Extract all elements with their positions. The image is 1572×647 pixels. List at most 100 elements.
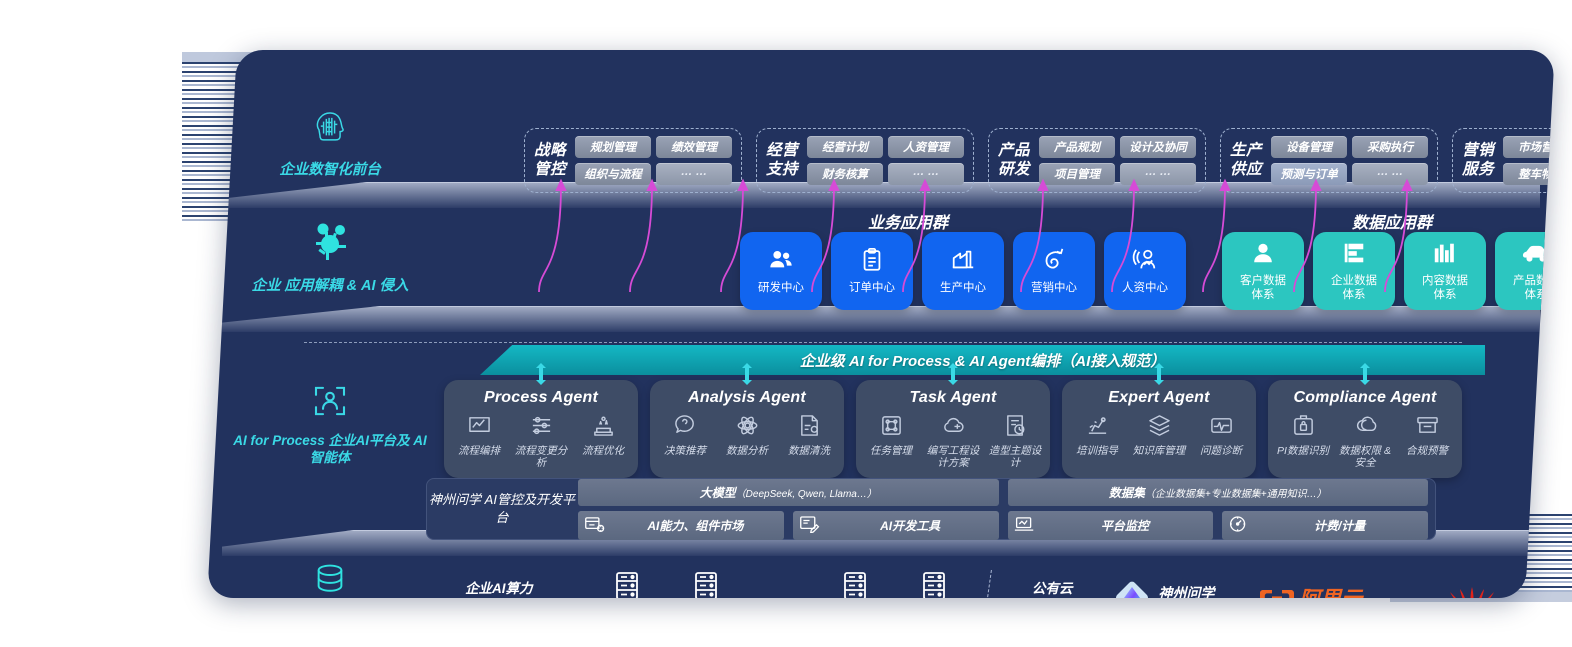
enterprise-compute-label: 企业AI算力或AI一体机 [465, 581, 533, 597]
domain-chip[interactable]: 组织与流程 [575, 163, 652, 185]
agent-function[interactable]: 数据权限 & 安全 [1336, 414, 1394, 469]
app-card[interactable]: 企业数据 体系 [1313, 232, 1395, 310]
domain-chip[interactable]: 预测与订单 [1271, 163, 1348, 185]
domain-chip[interactable]: … … [1120, 163, 1197, 185]
agent-function[interactable]: 任务管理 [862, 414, 920, 457]
agent-function[interactable]: 知识库管理 [1130, 414, 1188, 457]
public-cloud-label: 公有云算力 [1032, 581, 1073, 597]
ai-dev-tool-label: AI开发工具 [880, 518, 941, 533]
domain-chip-grid: 产品规划 设计及协同 项目管理… … [1039, 136, 1197, 185]
dataset-label: 数据集 [1108, 485, 1145, 500]
infra-node[interactable]: 数据中心 [666, 571, 745, 598]
business-app-group-heading: 业务应用群 [868, 215, 949, 232]
agent-function[interactable]: 数据清洗 [780, 414, 838, 457]
factory-icon [950, 247, 976, 277]
orchestration-banner: 企业级 AI for Process & AI Agent编排（AI接入规范） [480, 345, 1485, 375]
bidirectional-arrow-icon [944, 363, 962, 390]
platform-left-column: 大模型（DeepSeek, Qwen, Llama…） AI能力、组件市场 [578, 478, 999, 540]
domain-chip[interactable]: 设备管理 [1271, 136, 1348, 158]
vertical-divider [983, 570, 993, 598]
domain-chip[interactable]: 财务核算 [807, 163, 884, 185]
target-icon [1041, 247, 1067, 277]
huawei-logo[interactable]: HUAWEI [1418, 576, 1526, 598]
aliyun-logo[interactable]: 阿里云 [1260, 583, 1418, 598]
shenzhou-logo-text: 神州问学Smart Vision [1158, 585, 1221, 598]
app-card[interactable]: 营销中心 [1013, 232, 1095, 310]
domain-chip[interactable]: 绩效管理 [656, 136, 733, 158]
domain-chip[interactable]: 采购执行 [1352, 136, 1429, 158]
brain-head-icon [232, 106, 428, 155]
agent-card[interactable]: Task Agent 任务管理 编写工程设计方案 造型主题设计 [856, 363, 1050, 479]
molecule-icon [232, 218, 428, 271]
agent-function-label: 造型主题设计 [988, 445, 1042, 470]
domain-chip[interactable]: 项目管理 [1039, 163, 1116, 185]
app-card-label: 生产中心 [940, 282, 986, 294]
domain-chip[interactable]: 设计及协同 [1120, 136, 1197, 158]
domain-chip[interactable]: 人资管理 [888, 136, 965, 158]
agent-function-label: 数据权限 & 安全 [1339, 445, 1391, 470]
app-card[interactable]: 订单中心 [831, 232, 913, 310]
app-card[interactable]: 内容数据 体系 [1404, 232, 1486, 310]
domain-chip[interactable]: 整车物流 [1503, 163, 1555, 185]
agent-function-label: 合规预警 [1406, 445, 1448, 458]
agent-function[interactable]: 流程编排 [450, 414, 508, 457]
shenzhou-logo[interactable]: 神州问学Smart Vision [1112, 578, 1260, 598]
agent-function[interactable]: 流程变更分析 [512, 414, 570, 469]
app-card-label: 营销中心 [1031, 282, 1077, 294]
agent-function[interactable]: PI数据识别 [1274, 414, 1332, 457]
large-model-label: 大模型 [699, 485, 736, 500]
domain-chip[interactable]: 经营计划 [807, 136, 884, 158]
app-card[interactable]: 生产中心 [922, 232, 1004, 310]
ai-capability-market-cell[interactable]: AI能力、组件市场 [578, 510, 784, 540]
diagnose-icon [1192, 414, 1250, 440]
app-card-label: 订单中心 [849, 282, 895, 294]
agent-card[interactable]: Compliance Agent PI数据识别 数据权限 & 安全 合规预警 [1268, 363, 1462, 479]
dataset-bar[interactable]: 数据集（企业数据集+专业数据集+通用知识…） [1007, 478, 1428, 506]
agent-function-label: 决策推荐 [664, 445, 706, 458]
bidirectional-arrow-icon [532, 363, 550, 390]
app-card[interactable]: 研发中心 [740, 232, 822, 310]
billing-metering-cell[interactable]: 计费/计量 [1222, 510, 1428, 540]
infra-node[interactable]: AI一体机 [816, 571, 895, 598]
agent-function[interactable]: 决策推荐 [656, 414, 714, 457]
platform-right-column: 数据集（企业数据集+专业数据集+通用知识…） 平台监控 [1007, 478, 1428, 540]
agent-card[interactable]: Process Agent 流程编排 流程变更分析 流程优化 [444, 363, 638, 479]
platform-monitor-cell[interactable]: 平台监控 [1007, 510, 1214, 540]
infra-node[interactable]: AI一体机 [895, 571, 974, 598]
domain-chip[interactable]: … … [1352, 163, 1429, 185]
agent-card[interactable]: Expert Agent 培训指导 知识库管理 问题诊断 [1062, 363, 1256, 479]
separator-dashed-line [304, 342, 1462, 343]
agent-function[interactable]: 流程优化 [574, 414, 632, 457]
rail-label: 企业数智化前台 [279, 162, 381, 178]
app-card[interactable]: 客户数据 体系 [1222, 232, 1304, 310]
app-card-label: 企业数据 体系 [1331, 275, 1377, 301]
domain-chip[interactable]: 市场营销 [1503, 136, 1555, 158]
rail-compute: AI基础算力 [232, 558, 428, 598]
app-card[interactable]: 产品数据 体系 [1495, 232, 1555, 310]
agent-name: Task Agent [909, 389, 997, 406]
agent-function[interactable]: 数据分析 [718, 414, 776, 457]
domain-chip[interactable]: … … [888, 163, 965, 185]
infra-node[interactable]: 数据中心 [587, 571, 666, 598]
app-card[interactable]: 人资中心 [1104, 232, 1186, 310]
large-model-bar[interactable]: 大模型（DeepSeek, Qwen, Llama…） [578, 478, 999, 506]
domain-chip[interactable]: 规划管理 [575, 136, 652, 158]
app-card-label: 内容数据 体系 [1422, 275, 1468, 301]
bulb-chat-icon [656, 414, 714, 440]
agent-function[interactable]: 问题诊断 [1192, 414, 1250, 457]
agent-function[interactable]: 造型主题设计 [986, 414, 1044, 469]
agent-function[interactable]: 合规预警 [1398, 414, 1456, 457]
agent-function[interactable]: 编写工程设计方案 [924, 414, 982, 469]
domain-chip[interactable]: 产品规划 [1039, 136, 1116, 158]
market-icon [584, 515, 605, 536]
domain-group: 生产 供应 设备管理 采购执行 预测与订单… … [1220, 128, 1439, 193]
agent-function-label: 数据清洗 [788, 445, 830, 458]
ai-dev-tool-cell[interactable]: AI开发工具 [792, 510, 999, 540]
agent-card[interactable]: Analysis Agent 决策推荐 数据分析 数据清洗 [650, 363, 844, 479]
train-icon [1068, 414, 1126, 440]
domain-chip[interactable]: … … [656, 163, 733, 185]
domain-group-title: 战略 管控 [534, 141, 567, 178]
network-icon [862, 414, 920, 440]
agent-function[interactable]: 培训指导 [1068, 414, 1126, 457]
domain-group-title: 经营 支持 [766, 141, 799, 178]
